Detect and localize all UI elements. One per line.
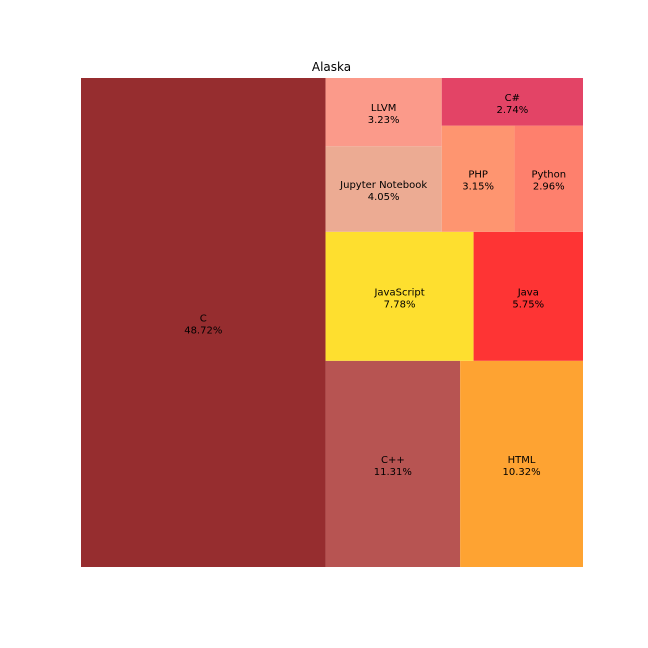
tile-python	[514, 125, 583, 232]
tile-value-java: 5.75%	[512, 299, 544, 310]
tile-java	[473, 231, 583, 361]
tile-label-php: PHP	[468, 170, 488, 181]
tile-cpp	[325, 360, 461, 567]
tile-php	[441, 125, 515, 232]
tile-jupyter-notebook	[325, 146, 442, 232]
tile-label-java: Java	[517, 287, 539, 298]
chart-title: Alaska	[311, 60, 352, 74]
tile-value-csharp: 2.74%	[496, 105, 528, 116]
tile-value-javascript: 7.78%	[384, 299, 416, 310]
tile-html	[460, 360, 583, 567]
tile-c	[81, 78, 326, 567]
tile-label-javascript: JavaScript	[373, 287, 424, 298]
tile-value-llvm: 3.23%	[368, 115, 400, 126]
tile-label-html: HTML	[508, 455, 536, 466]
tile-label-jupyter-notebook: Jupyter Notebook	[339, 180, 427, 191]
tile-label-python: Python	[531, 170, 566, 181]
tile-value-python: 2.96%	[533, 182, 565, 193]
tile-javascript	[325, 231, 474, 361]
tile-value-c: 48.72%	[184, 326, 222, 337]
tile-value-jupyter-notebook: 4.05%	[368, 192, 400, 203]
tile-label-c: C	[200, 314, 207, 325]
tile-label-llvm: LLVM	[371, 103, 397, 114]
tile-label-csharp: C#	[505, 93, 520, 104]
tile-csharp	[441, 78, 583, 126]
tile-llvm	[325, 78, 442, 147]
tile-label-cpp: C++	[381, 455, 405, 466]
tile-value-html: 10.32%	[503, 467, 541, 478]
tile-value-cpp: 11.31%	[374, 467, 412, 478]
tile-value-php: 3.15%	[462, 182, 494, 193]
